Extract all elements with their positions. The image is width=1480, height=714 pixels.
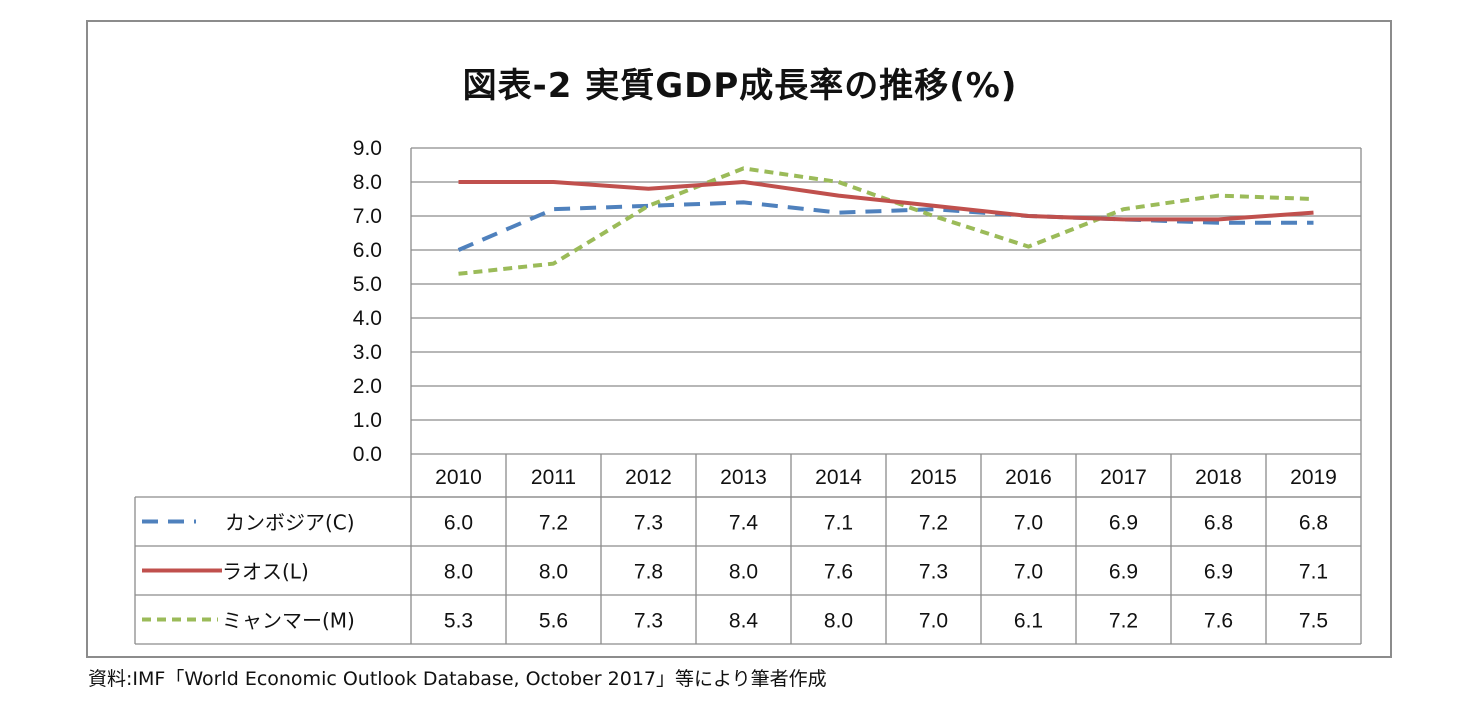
y-tick-label: 9.0 [353,137,382,160]
y-tick-label: 7.0 [353,205,382,228]
data-cell: 8.4 [729,610,759,633]
data-cell: 6.9 [1204,561,1233,584]
series-line-1 [458,180,1314,222]
chart-frame [86,20,1392,658]
x-tick-label: 2017 [1100,466,1147,489]
data-cell: 6.9 [1109,512,1138,535]
y-tick-label: 8.0 [353,171,382,194]
chart-title: 図表-2 実質GDP成長率の推移(%) [462,66,1018,106]
data-cell: 6.1 [1014,610,1043,633]
data-cell: 6.9 [1109,561,1138,584]
x-tick-label: 2012 [625,466,672,489]
data-cell: 6.0 [444,512,473,535]
data-cell: 7.4 [729,512,759,535]
data-cell: 7.8 [634,561,663,584]
data-cell: 8.0 [824,610,853,633]
y-tick-label: 4.0 [353,307,382,330]
data-cell: 7.3 [919,561,948,584]
data-cell: 5.6 [539,610,568,633]
x-tick-label: 2016 [1005,466,1052,489]
data-cell: 7.1 [1299,561,1328,584]
data-cell: 7.2 [539,512,568,535]
series-line-0 [457,200,1314,252]
data-cell: 8.0 [539,561,568,584]
series-label: ミャンマー(M) [222,609,355,633]
x-tick-label: 2014 [815,466,862,489]
data-cell: 7.6 [824,561,853,584]
x-tick-label: 2010 [435,466,482,489]
data-cell: 7.0 [1014,561,1043,584]
data-cell: 7.0 [1014,512,1043,535]
data-cell: 7.3 [634,610,663,633]
x-tick-label: 2018 [1195,466,1242,489]
data-cell: 5.3 [444,610,473,633]
y-tick-label: 6.0 [353,239,382,262]
data-cell: 7.0 [919,610,948,633]
series-label: ラオス(L) [222,560,309,584]
x-tick-label: 2013 [720,466,767,489]
y-tick-label: 3.0 [353,341,382,364]
data-cell: 8.0 [729,561,758,584]
source-note: 資料:IMF「World Economic Outlook Database, … [88,668,827,690]
data-cell: 6.8 [1299,512,1328,535]
x-tick-label: 2011 [531,466,576,489]
data-cell: 7.2 [1109,610,1138,633]
y-tick-label: 1.0 [353,409,382,432]
data-cell: 6.8 [1204,512,1233,535]
y-tick-label: 0.0 [353,443,382,466]
data-cell: 7.6 [1204,610,1233,633]
data-cell: 7.1 [824,512,853,535]
data-cell: 7.5 [1299,610,1328,633]
x-tick-label: 2019 [1290,466,1337,489]
x-tick-label: 2015 [910,466,957,489]
series-label: カンボジア(C) [225,511,355,535]
y-tick-label: 2.0 [353,375,382,398]
data-cell: 8.0 [444,561,473,584]
data-cell: 7.3 [634,512,663,535]
data-cell: 7.2 [919,512,948,535]
y-tick-label: 5.0 [353,273,382,296]
